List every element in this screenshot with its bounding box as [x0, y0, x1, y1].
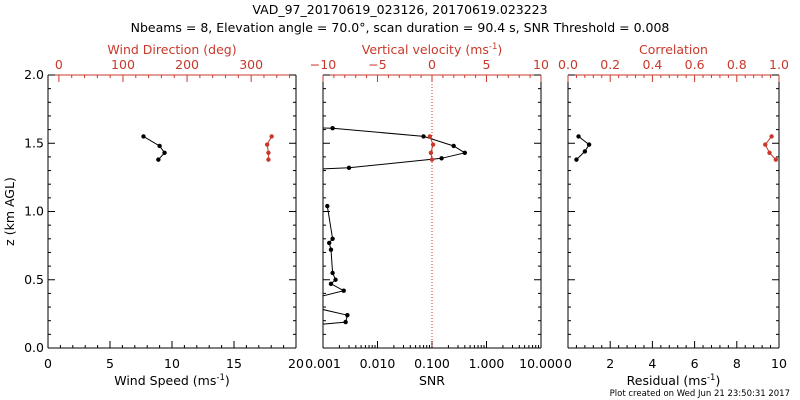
- panel-wind-speed-direction: 0.0 0.5 1.0 1.5 2.0 z (km AGL) 0 5 10 15 20 Wind Sp…: [2, 42, 304, 388]
- data-point-correlation: [763, 142, 768, 147]
- y-tick-label: 1.0: [24, 204, 44, 219]
- top-axis-title: Wind Direction (deg): [107, 42, 236, 57]
- top-tick-label: 0.0: [558, 57, 578, 72]
- series-group: [574, 134, 779, 162]
- data-point-snr: [462, 150, 468, 156]
- top-tick-label: 200: [175, 57, 199, 72]
- data-point-snr: [451, 143, 456, 149]
- top-tick-label: 10: [533, 57, 549, 72]
- data-point-snr-low-levels: [330, 236, 335, 241]
- x-axis-title: Residual (ms-1): [627, 373, 721, 388]
- top-tick-label: 0.6: [685, 57, 705, 72]
- top-axis-title: Correlation: [639, 42, 708, 57]
- x-axis-title: Wind Speed (ms-1): [114, 373, 230, 388]
- top-tick-label: 0: [55, 57, 63, 72]
- x-tick-label: 15: [226, 356, 242, 371]
- top-tick-label: −10: [310, 57, 336, 72]
- figure-subtitle: Nbeams = 8, Elevation angle = 70.0°, sca…: [131, 20, 670, 35]
- x-axis-title: SNR: [419, 373, 445, 388]
- data-point-vertical-velocity: [428, 150, 434, 156]
- data-point-snr-low-levels: [330, 270, 335, 276]
- data-point-residual: [586, 142, 592, 147]
- x-tick-label: 0: [564, 356, 572, 371]
- top-tick-label: −5: [368, 57, 386, 72]
- top-tick-label: 100: [111, 57, 135, 72]
- series-line-snr: [323, 127, 467, 170]
- x-tick-label: 0: [44, 356, 52, 371]
- series-group: [323, 126, 468, 325]
- data-point-wind-speed: [156, 157, 161, 162]
- y-tick-label: 0.5: [24, 272, 44, 287]
- data-point-snr-low-levels: [341, 288, 346, 293]
- top-tick-label: 0.2: [600, 57, 620, 72]
- data-point-vertical-velocity: [429, 157, 435, 162]
- x-tick-label: 0.010: [360, 356, 396, 371]
- x-tick-label: 1.000: [469, 356, 505, 371]
- data-point-snr-low-levels: [343, 319, 348, 325]
- series-group: [141, 134, 274, 162]
- data-point-wind-direction: [269, 134, 274, 139]
- x-tick-label: 20: [288, 356, 304, 371]
- data-point-wind-speed: [157, 143, 162, 149]
- x-tick-label: 5: [106, 356, 114, 371]
- top-tick-label: 5: [483, 57, 491, 72]
- data-point-wind-speed: [141, 134, 146, 139]
- x-tick-label: 0.100: [414, 356, 450, 371]
- series-line-wind-speed: [143, 135, 166, 160]
- y-tick-label: 2.0: [24, 67, 44, 82]
- x-tick-label: 6: [691, 356, 699, 371]
- data-point-residual: [582, 149, 588, 154]
- x-tick-label: 10: [164, 356, 180, 371]
- panel-residual-correlation: 0 2 4 6 8 10 Residual (ms-1) 0.0 0.2 0.4 0.6 0.8 1.0…: [558, 42, 789, 388]
- x-tick-label: 8: [733, 356, 741, 371]
- data-point-snr-low-levels: [325, 203, 330, 209]
- panel-snr-vertical-velocity: 0.001 0.010 0.100 1.000 10.000 SNR −10 −5 0 5 10 Ve…: [305, 42, 563, 388]
- series-line-residual: [576, 136, 590, 160]
- data-point-correlation: [769, 134, 774, 139]
- top-tick-label: 1.0: [769, 57, 789, 72]
- data-point-snr-low-levels: [327, 240, 332, 246]
- x-tick-label: 4: [648, 356, 656, 371]
- y-axis-title: z (km AGL): [2, 177, 17, 246]
- data-point-vertical-velocity: [430, 142, 436, 147]
- data-point-snr-low-levels: [333, 277, 338, 282]
- series-line-vertical-velocity: [429, 136, 434, 160]
- data-point-wind-direction: [264, 142, 270, 147]
- x-tick-label: 10.000: [519, 356, 563, 371]
- data-point-wind-speed: [162, 150, 167, 156]
- x-tick-label: 10: [771, 356, 787, 371]
- series-line-correlation: [764, 136, 777, 160]
- top-tick-label: 0.8: [727, 57, 747, 72]
- data-point-residual: [574, 157, 579, 162]
- x-tick-label: 0.001: [305, 356, 341, 371]
- data-point-vertical-velocity: [427, 134, 433, 139]
- data-point-snr-low-levels: [328, 247, 334, 252]
- data-point-correlation: [773, 157, 779, 162]
- y-tick-label: 0.0: [24, 340, 44, 355]
- series-line-wind-direction: [266, 136, 273, 160]
- figure-title: VAD_97_20170619_023126, 20170619.023223: [252, 2, 547, 17]
- top-tick-label: 0: [428, 57, 436, 72]
- data-point-snr: [346, 165, 352, 171]
- top-tick-label: 300: [239, 57, 263, 72]
- top-axis-title: Vertical velocity (ms-1): [362, 42, 503, 57]
- data-point-snr: [330, 126, 335, 131]
- data-point-snr: [421, 134, 426, 139]
- data-point-correlation: [767, 150, 772, 156]
- data-point-wind-direction: [266, 150, 271, 156]
- top-tick-label: 0.4: [642, 57, 662, 72]
- data-point-residual: [576, 134, 581, 139]
- data-point-snr-low-levels: [328, 281, 334, 287]
- data-point-snr: [439, 156, 444, 161]
- data-point-snr-low-levels: [345, 313, 350, 318]
- data-point-wind-direction: [266, 157, 271, 162]
- footer-timestamp: Plot created on Wed Jun 21 23:50:31 2017: [610, 389, 790, 399]
- x-tick-label: 2: [606, 356, 614, 371]
- y-tick-label: 1.5: [24, 135, 44, 150]
